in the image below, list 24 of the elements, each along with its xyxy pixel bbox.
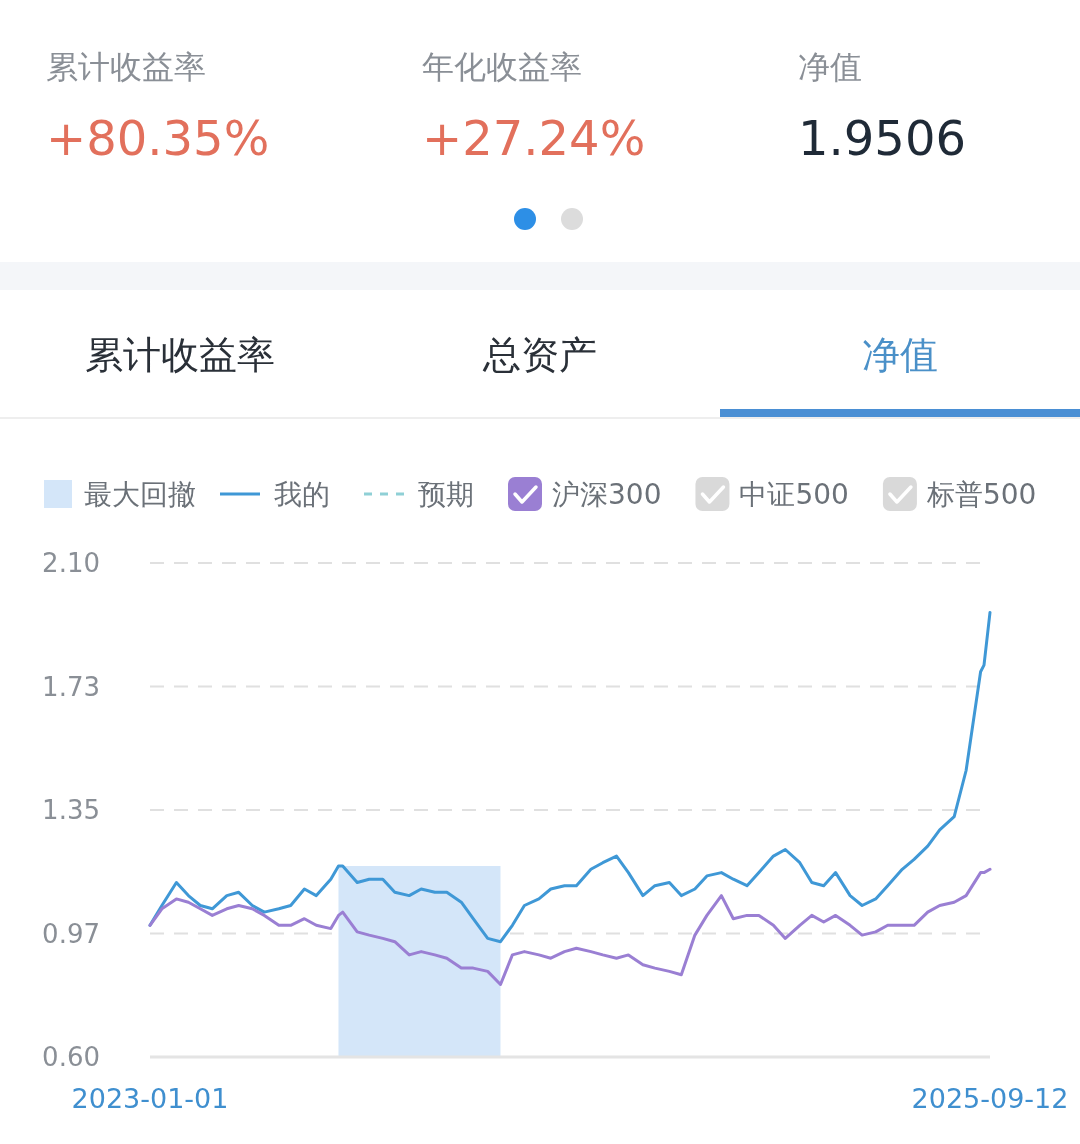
x-tick-label: 2025-09-12	[911, 1083, 1069, 1114]
text: 总资产	[482, 333, 597, 377]
text: +27.24%	[422, 110, 646, 166]
text: 累计收益率	[46, 48, 206, 86]
y-tick-label: 1.73	[42, 671, 100, 702]
text: 年化收益率	[422, 48, 582, 86]
line-series	[148, 610, 992, 944]
legend-label: 中证500	[739, 478, 849, 511]
y-tick-label: 1.35	[42, 795, 100, 825]
legend-label: 标普500	[925, 478, 1037, 511]
legend-label: 沪深300	[552, 478, 662, 511]
line-series	[148, 867, 992, 986]
text: 净值	[862, 333, 938, 377]
y-tick-label: 2.10	[42, 548, 100, 578]
legend-label: 预期	[418, 478, 474, 511]
y-tick-label: 0.60	[42, 1042, 100, 1072]
y-tick-label: 0.97	[42, 918, 100, 949]
text: 净值	[798, 48, 862, 86]
legend-label: 我的	[274, 478, 330, 511]
text: 累计收益率	[85, 333, 275, 377]
legend-label: 最大回撤	[84, 478, 196, 511]
text: +80.35%	[46, 110, 270, 166]
x-tick-label: 2023-01-01	[71, 1083, 229, 1114]
text: 1.9506	[798, 110, 966, 166]
